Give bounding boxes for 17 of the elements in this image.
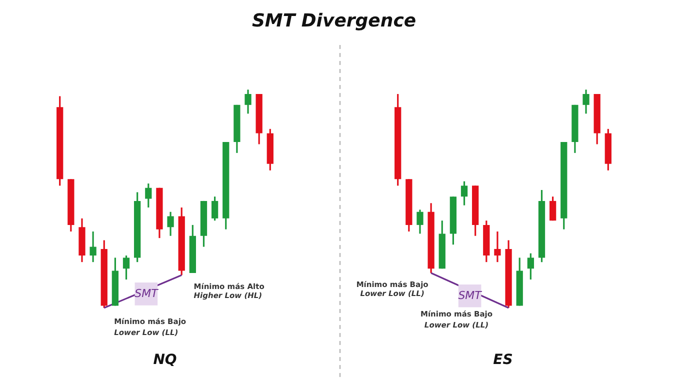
candlestick [122, 254, 130, 280]
text: SMT Divergence [252, 10, 416, 32]
candlestick [416, 208, 424, 234]
candlestick [90, 230, 96, 263]
candlestick [494, 230, 501, 263]
x-axis-title: NQ [153, 352, 177, 368]
candlestick [211, 196, 218, 222]
x-axis-title: ES [493, 352, 513, 368]
candlestick [527, 252, 534, 280]
candlestick [244, 88, 252, 114]
candlestick [145, 182, 152, 208]
candlestick [549, 196, 556, 222]
annotation: SMT [134, 286, 160, 300]
candlestick [167, 211, 174, 237]
candlestick [582, 88, 590, 114]
candlestick [460, 180, 468, 206]
annotation: SMT [458, 288, 483, 302]
